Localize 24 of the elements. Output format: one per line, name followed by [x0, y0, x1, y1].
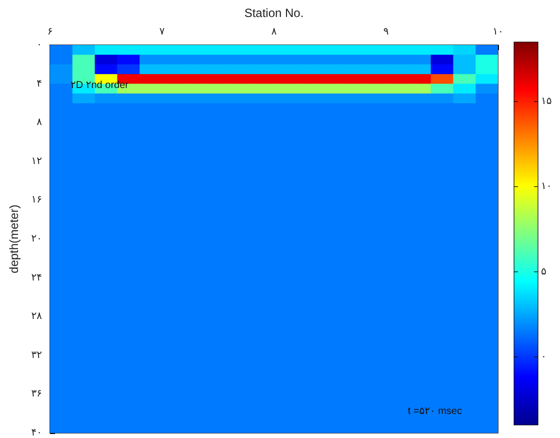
color-bar-label: ۱۰	[541, 181, 552, 192]
annotation: t =۵۲۰ msec	[408, 406, 462, 418]
y-tick-label: ۸	[36, 117, 43, 128]
y-tick-label: ۳۲	[31, 350, 42, 361]
x-axis-title: Station No.	[244, 6, 304, 20]
y-tick-label: ۲۰	[31, 234, 42, 244]
color-bar-label: ۰	[541, 351, 546, 362]
y-tick-label: ۲۸	[31, 311, 43, 322]
color-bar-label: ۵	[541, 266, 546, 278]
y-tick-label: ۱۲	[31, 156, 42, 167]
x-tick-label: ۱۰	[492, 26, 504, 38]
x-tick-label: ۹	[383, 26, 389, 38]
y-axis-title: depth(meter)	[7, 204, 21, 274]
y-tick-label: ۳۶	[31, 388, 42, 400]
x-tick-label: ۶	[47, 26, 53, 38]
color-bar-label: ۱۵	[541, 96, 552, 108]
x-tick-label: ۷	[159, 26, 166, 38]
annotation: ۲D ۲nd order	[70, 80, 130, 92]
y-tick-label: ۱۶	[31, 194, 42, 206]
x-tick-label: ۸	[271, 26, 278, 38]
y-tick-label: ۴	[36, 78, 42, 90]
y-tick-label: ۲۴	[31, 272, 42, 284]
y-tick-label: ۰	[36, 40, 42, 50]
y-tick-label: ۴۰	[31, 428, 42, 438]
